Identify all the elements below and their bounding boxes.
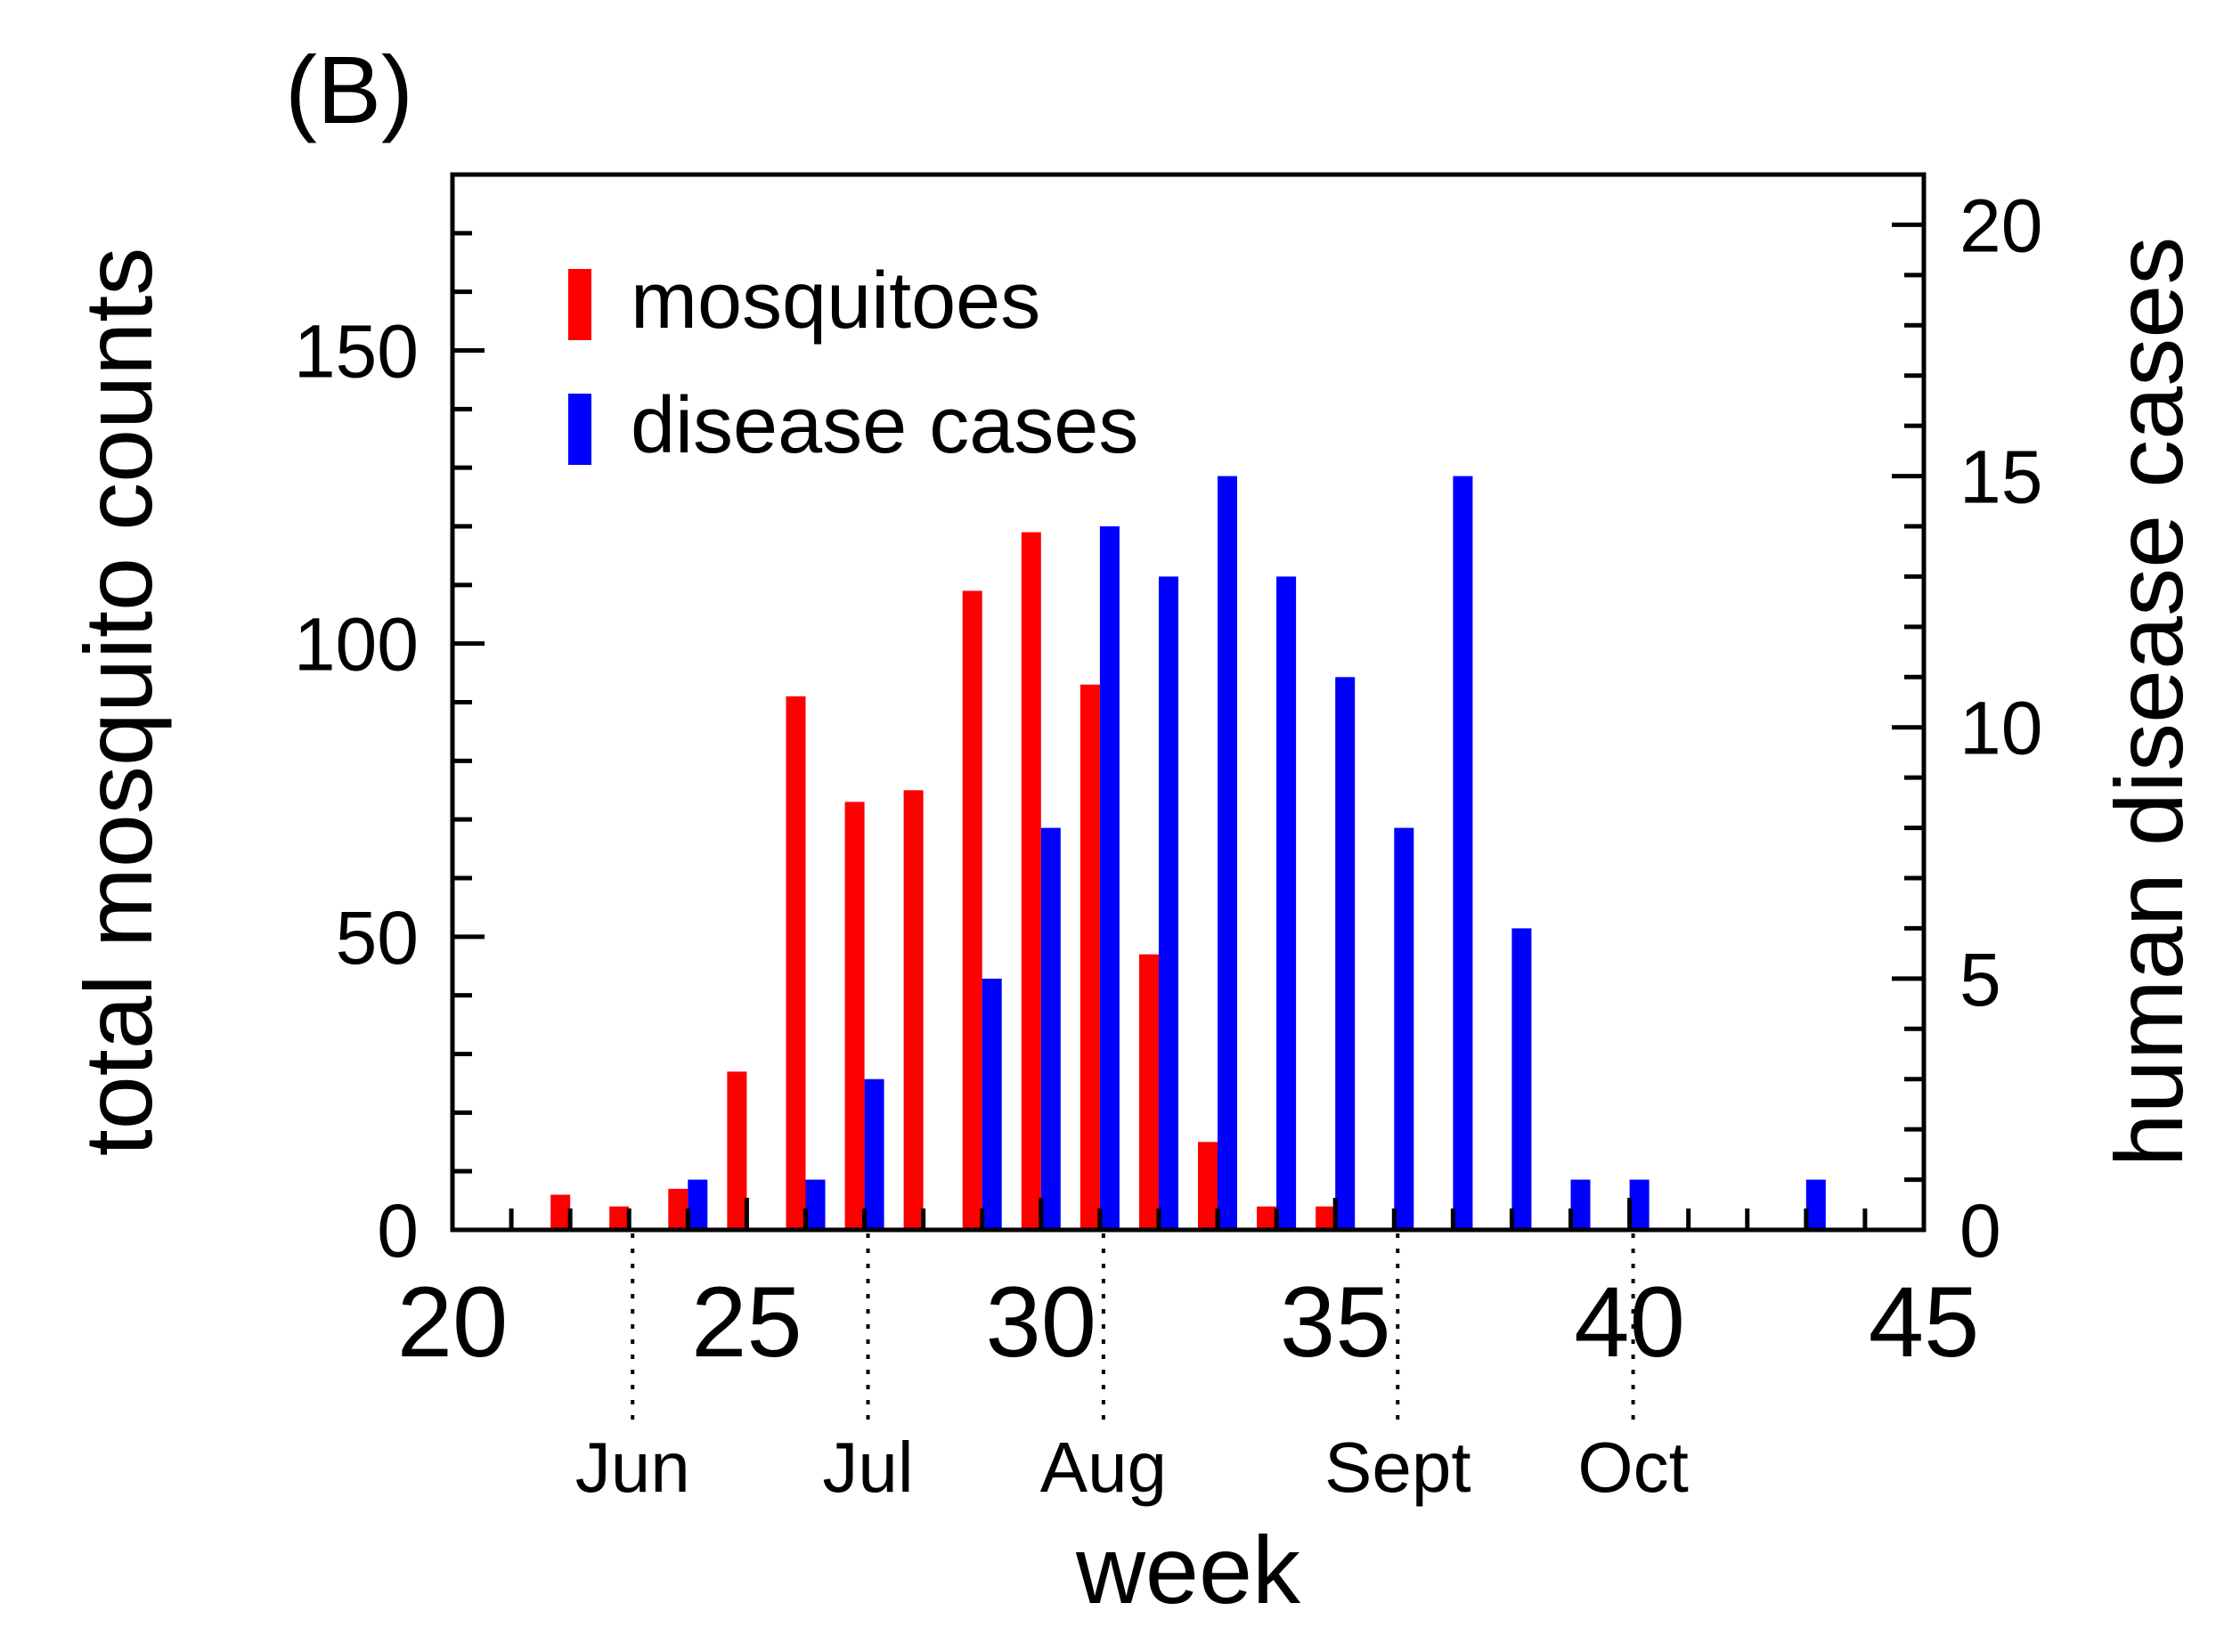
mosquito-bar	[1021, 532, 1041, 1230]
legend-label: disease cases	[631, 381, 1138, 470]
month-label: Jun	[575, 1428, 690, 1507]
legend-label: mosquitoes	[631, 256, 1040, 346]
disease-case-bar	[1511, 928, 1532, 1230]
disease-case-bar	[1453, 476, 1473, 1230]
x-tick-label: 25	[691, 1266, 802, 1378]
y-tick-label-right: 15	[1959, 435, 2042, 519]
mosquito-bar	[786, 696, 806, 1230]
mosquito-bar	[727, 1071, 747, 1231]
disease-case-bar	[982, 978, 1002, 1230]
y-axis-title-left: total mosquito counts	[64, 248, 172, 1157]
mosquito-bar	[609, 1206, 630, 1230]
mosquito-bar	[668, 1188, 688, 1230]
x-axis-title: week	[1075, 1516, 1301, 1624]
disease-case-bar	[1276, 576, 1297, 1230]
disease-case-bar	[1805, 1179, 1826, 1230]
x-tick-label: 30	[986, 1266, 1097, 1378]
x-tick-label: 45	[1869, 1266, 1980, 1378]
y-tick-label-right: 0	[1959, 1189, 2001, 1273]
panel-label: (B)	[285, 36, 413, 143]
y-tick-label-left: 100	[294, 603, 419, 687]
mosquito-bar	[1198, 1142, 1218, 1231]
mosquito-bar	[550, 1194, 571, 1230]
axis-ticks	[450, 172, 1927, 1233]
x-tick-label: 40	[1574, 1266, 1685, 1378]
disease-case-bar	[688, 1179, 708, 1230]
y-tick-label-right: 20	[1959, 183, 2042, 267]
mosquito-bar	[1139, 954, 1159, 1230]
month-label: Sept	[1324, 1428, 1471, 1507]
disease-case-bar	[1159, 576, 1178, 1230]
x-tick-label: 35	[1280, 1266, 1391, 1378]
disease-case-bar	[1335, 677, 1356, 1230]
month-label: Aug	[1040, 1428, 1167, 1507]
month-label: Jul	[822, 1428, 913, 1507]
legend-swatch	[568, 269, 591, 340]
y-tick-label-right: 5	[1959, 938, 2001, 1021]
mosquito-bar	[1257, 1206, 1277, 1230]
y-tick-label-right: 10	[1959, 687, 2042, 770]
disease-case-bar	[1099, 526, 1120, 1230]
disease-case-bar	[805, 1179, 826, 1230]
y-tick-label-left: 150	[294, 310, 419, 394]
x-tick-label: 20	[397, 1266, 509, 1378]
legend: mosquitoes disease cases	[568, 256, 1138, 470]
mosquito-bar	[844, 802, 865, 1230]
disease-case-bar	[1040, 827, 1061, 1230]
y-axis-title-right: human disease cases	[2095, 237, 2203, 1168]
disease-case-bar	[1218, 476, 1237, 1230]
mosquito-bar	[962, 590, 982, 1230]
disease-case-bar	[1629, 1179, 1650, 1230]
mosquito-bar	[1316, 1206, 1336, 1230]
legend-swatch	[568, 394, 591, 465]
plot-frame	[450, 172, 1927, 1233]
bars	[550, 476, 1826, 1231]
month-label: Oct	[1577, 1428, 1688, 1507]
y-tick-label-left: 0	[377, 1189, 419, 1273]
disease-case-bar	[1394, 827, 1414, 1230]
y-tick-label-left: 50	[336, 896, 419, 980]
mosquito-bar	[1079, 684, 1100, 1230]
disease-case-bar	[1570, 1179, 1591, 1230]
month-markers: Jun Jul Aug Sept Oct	[575, 1233, 1689, 1507]
mosquito-bar	[903, 790, 924, 1231]
disease-case-bar	[864, 1078, 884, 1230]
